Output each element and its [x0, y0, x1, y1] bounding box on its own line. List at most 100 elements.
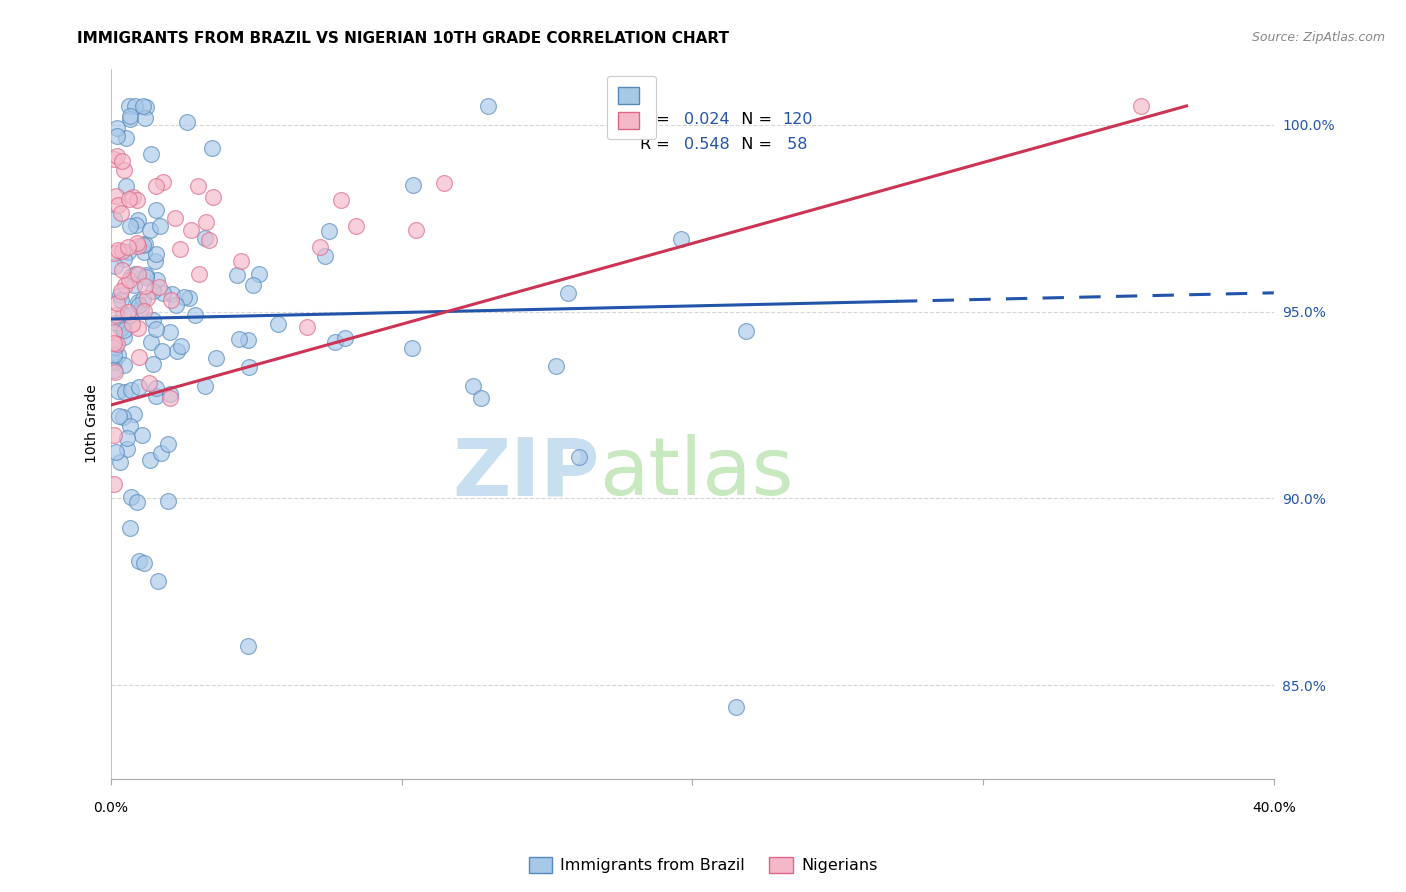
Point — [120, 268, 142, 283]
Point — [118, 273, 141, 287]
Point — [309, 240, 332, 254]
Point — [401, 342, 423, 356]
Point — [297, 319, 319, 334]
Point — [114, 131, 136, 145]
Point — [544, 359, 567, 374]
Point — [111, 153, 134, 168]
Point — [115, 442, 138, 456]
Legend: Immigrants from Brazil, Nigerians: Immigrants from Brazil, Nigerians — [522, 850, 884, 880]
Point — [135, 269, 157, 284]
Point — [110, 206, 132, 220]
Point — [228, 332, 250, 346]
Point — [141, 147, 163, 161]
Point — [118, 99, 141, 113]
Point — [1129, 99, 1152, 113]
Point — [138, 223, 160, 237]
Point — [127, 236, 149, 251]
Point — [117, 240, 139, 254]
Point — [477, 99, 499, 113]
Point — [150, 446, 173, 460]
Point — [145, 381, 167, 395]
Point — [128, 554, 150, 568]
Point — [120, 418, 142, 433]
Point — [405, 222, 427, 236]
Point — [104, 339, 127, 353]
Point — [120, 490, 142, 504]
Point — [170, 339, 193, 353]
Point — [125, 219, 148, 233]
Point — [201, 190, 224, 204]
Point — [135, 291, 157, 305]
Point — [118, 192, 141, 206]
Point — [333, 331, 356, 345]
Point — [145, 273, 167, 287]
Point — [111, 307, 134, 321]
Point — [103, 152, 125, 166]
Point — [669, 231, 692, 245]
Point — [118, 308, 141, 322]
Point — [198, 233, 221, 247]
Point — [112, 252, 135, 266]
Point — [125, 495, 148, 509]
Point — [139, 335, 162, 350]
Point — [142, 284, 165, 298]
Point — [194, 215, 217, 229]
Point — [107, 243, 129, 257]
Point — [103, 212, 125, 227]
Point — [160, 286, 183, 301]
Point — [150, 344, 173, 359]
Legend: , : , — [607, 76, 657, 139]
Point — [120, 112, 142, 127]
Text: 0.0%: 0.0% — [94, 801, 128, 815]
Point — [104, 259, 127, 273]
Point — [110, 285, 132, 299]
Point — [122, 277, 145, 292]
Point — [108, 455, 131, 469]
Point — [344, 219, 367, 234]
Point — [159, 391, 181, 405]
Point — [120, 521, 142, 535]
Point — [120, 219, 142, 233]
Point — [148, 280, 170, 294]
Point — [132, 303, 155, 318]
Point — [134, 237, 156, 252]
Point — [135, 268, 157, 282]
Y-axis label: 10th Grade: 10th Grade — [86, 384, 100, 463]
Point — [138, 376, 160, 390]
Point — [121, 317, 143, 331]
Point — [142, 313, 165, 327]
Point — [187, 267, 209, 281]
Point — [134, 556, 156, 570]
Point — [247, 267, 270, 281]
Point — [184, 308, 207, 322]
Point — [157, 437, 180, 451]
Point — [159, 293, 181, 308]
Point — [145, 247, 167, 261]
Text: Source: ZipAtlas.com: Source: ZipAtlas.com — [1251, 31, 1385, 45]
Point — [461, 379, 484, 393]
Point — [132, 99, 155, 113]
Point — [127, 239, 149, 253]
Point — [231, 253, 253, 268]
Point — [112, 162, 135, 177]
Text: 0.024: 0.024 — [685, 112, 730, 128]
Point — [194, 378, 217, 392]
Text: N =: N = — [731, 137, 778, 152]
Point — [318, 224, 340, 238]
Point — [145, 389, 167, 403]
Point — [152, 175, 174, 189]
Point — [110, 321, 132, 335]
Point — [103, 477, 125, 491]
Point — [236, 333, 259, 347]
Text: 120: 120 — [782, 112, 813, 128]
Point — [111, 262, 134, 277]
Point — [104, 366, 127, 380]
Point — [242, 278, 264, 293]
Point — [127, 320, 149, 334]
Point — [226, 268, 249, 283]
Point — [267, 317, 290, 331]
Point — [105, 129, 128, 144]
Text: atlas: atlas — [599, 434, 794, 512]
Point — [103, 245, 125, 260]
Text: 0.548: 0.548 — [685, 137, 730, 152]
